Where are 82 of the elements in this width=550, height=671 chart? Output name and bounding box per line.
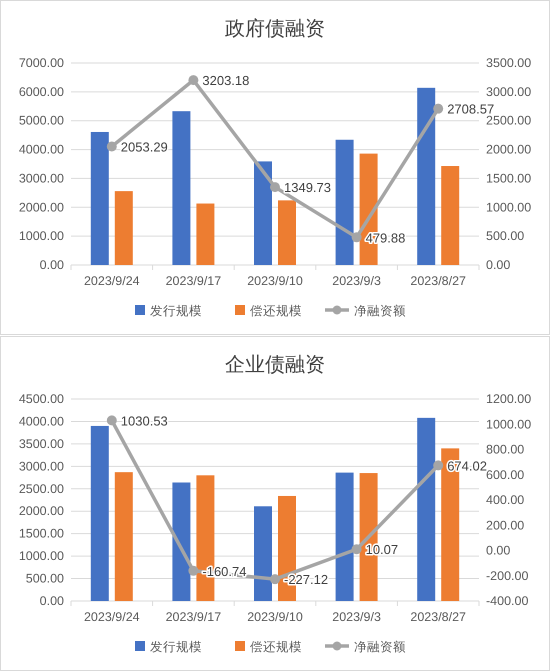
y-tick-label: 2000.00 [18,200,64,214]
bar [172,111,190,265]
y-tick-label: 3000.00 [18,459,64,474]
x-tick-label: 2023/9/3 [332,274,381,288]
y2-tick-label: 200.00 [486,518,524,532]
legend-label: 偿还规模 [250,640,302,654]
bar [196,204,214,265]
y2-tick-label: 800.00 [486,442,524,456]
bar [278,200,296,265]
y-tick-label: 1500.00 [18,526,64,541]
bar [336,140,354,265]
y2-tick-label: 1000.00 [486,417,532,432]
bar [114,472,133,601]
x-tick-label: 2023/9/3 [332,610,381,624]
y-tick-label: 1000.00 [18,549,64,564]
y-tick-label: 7000.00 [18,56,64,70]
bar [417,88,436,265]
data-label: 2053.29 [120,139,168,154]
y-tick-label: 4000.00 [18,142,64,157]
y-tick-label: 0.00 [40,594,64,608]
bar [172,482,190,601]
y2-tick-label: 0.00 [486,258,510,272]
x-tick-label: 2023/9/10 [247,610,303,624]
point [106,415,117,426]
y-tick-label: 4500.00 [18,392,64,406]
x-tick-label: 2023/9/24 [84,610,140,624]
bar [254,506,272,601]
y-tick-label: 2000.00 [18,504,64,518]
y2-tick-label: 0.00 [486,544,510,558]
bar [90,132,109,265]
y2-tick-label: 600.00 [486,468,524,482]
point [188,75,198,86]
legend-label: 净融资额 [354,640,406,654]
point [270,182,280,192]
legend-label: 偿还规模 [250,304,302,318]
x-tick-label: 2023/9/17 [166,610,222,624]
y-tick-label: 4000.00 [18,414,64,428]
bar [417,418,436,601]
point [270,574,280,584]
y-tick-label: 3500.00 [18,436,64,451]
bar [114,191,133,265]
legend-label: 净融资额 [354,304,406,318]
point [106,141,117,152]
x-tick-label: 2023/9/17 [166,274,222,288]
y-tick-label: 5000.00 [18,114,64,128]
y-tick-label: 2500.00 [18,482,64,496]
chart-title: 政府债融资 [225,18,325,40]
data-label: 3203.18 [202,73,250,88]
y2-tick-label: -400.00 [486,594,528,608]
x-tick-label: 2023/8/27 [410,274,466,288]
data-label: 1349.73 [284,180,331,196]
chart-title: 企业债融资 [225,354,325,376]
y2-tick-label: 1200.00 [486,392,532,406]
point [188,566,198,576]
y-tick-label: 6000.00 [18,84,64,99]
x-tick-label: 2023/9/10 [247,274,303,288]
point [433,460,444,470]
y2-tick-label: 3500.00 [486,56,532,70]
legend-label: 发行规模 [150,304,202,318]
legend-label: 发行规模 [150,640,202,654]
point [352,232,362,242]
x-tick-label: 2023/8/27 [410,610,466,624]
point [433,104,444,114]
y-tick-label: 500.00 [26,572,64,586]
bar [90,426,109,601]
y2-tick-label: 3000.00 [486,84,532,99]
x-tick-label: 2023/9/24 [84,274,140,288]
bar [336,472,354,601]
data-label: 1030.53 [120,413,168,428]
y-tick-label: 1000.00 [18,229,64,244]
y2-tick-label: 2000.00 [486,142,532,157]
y2-tick-label: 400.00 [486,493,524,507]
point [352,544,362,554]
y2-tick-label: -200.00 [486,568,528,583]
y2-tick-label: 1500.00 [486,171,532,186]
bar [254,161,272,265]
y-tick-label: 3000.00 [18,171,64,186]
y2-tick-label: 1000.00 [486,200,532,214]
y-tick-label: 0.00 [40,258,64,272]
y2-tick-label: 500.00 [486,229,524,244]
data-label: -160.74 [202,564,246,579]
bar [441,166,460,265]
